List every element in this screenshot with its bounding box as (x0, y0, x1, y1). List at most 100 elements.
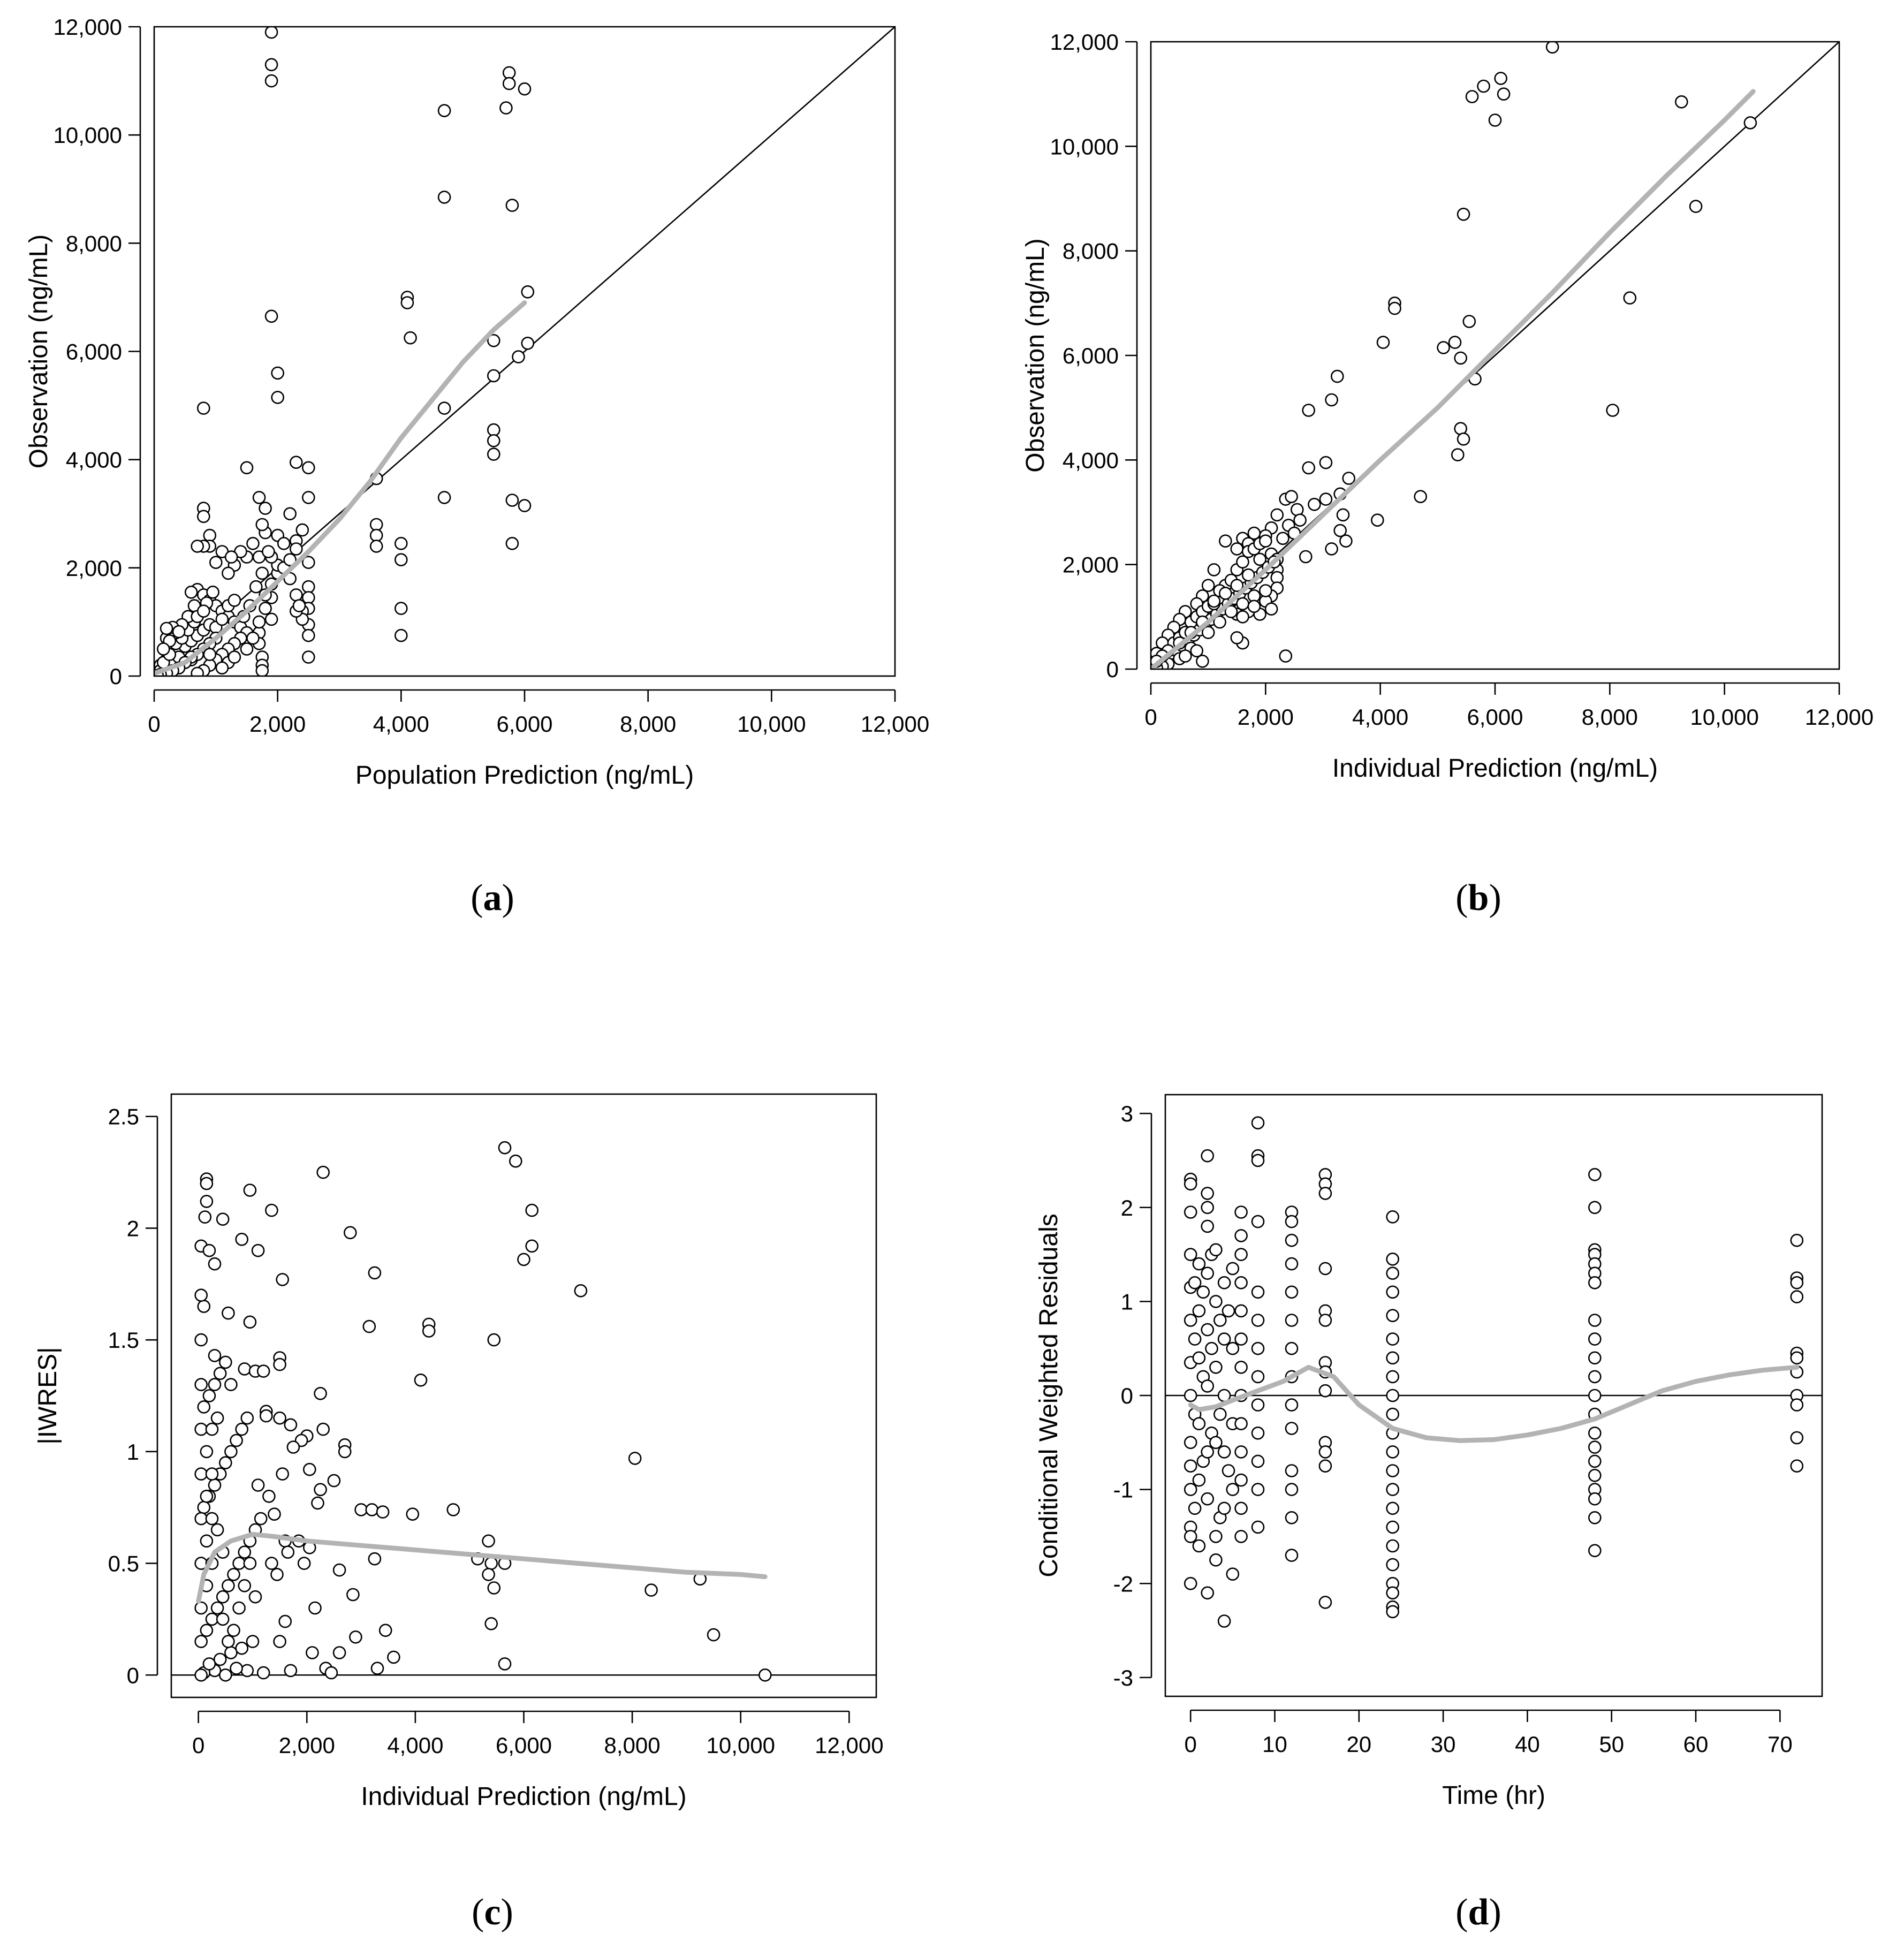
data-point (498, 1657, 512, 1671)
data-point (1285, 1215, 1299, 1228)
data-point (1230, 542, 1244, 556)
data-point (1588, 1276, 1602, 1290)
data-point (1184, 1389, 1197, 1402)
data-point (1454, 351, 1467, 365)
y-tick-label: 0 (110, 664, 122, 689)
data-point (517, 1253, 530, 1266)
data-point (1230, 631, 1244, 644)
data-point (368, 1552, 382, 1566)
data-point (484, 1557, 498, 1570)
data-point (1201, 1219, 1214, 1233)
data-point (1196, 1285, 1210, 1299)
y-tick-label: 1 (127, 1439, 139, 1465)
data-point (156, 642, 170, 656)
data-point (1207, 594, 1221, 608)
data-point (521, 285, 535, 299)
data-point (1386, 1210, 1399, 1224)
data-point (487, 423, 500, 437)
data-point (1285, 1483, 1299, 1496)
data-point (1588, 1454, 1602, 1468)
y-tick-label: 4,000 (66, 447, 122, 473)
panel-label: (a) (471, 877, 514, 919)
data-point (251, 1478, 265, 1492)
data-point (252, 491, 266, 504)
data-point (1588, 1427, 1602, 1440)
data-point (191, 540, 204, 553)
x-tick-label: 60 (1683, 1732, 1709, 1757)
data-point (394, 628, 408, 642)
data-point (1588, 1351, 1602, 1365)
data-point (1279, 649, 1293, 663)
data-point (1675, 95, 1688, 109)
data-point (1226, 1567, 1240, 1581)
data-point (213, 1652, 227, 1666)
data-point (196, 401, 210, 415)
y-axis-label: |IWRES| (34, 1347, 62, 1444)
data-point (1342, 472, 1355, 485)
data-point (487, 434, 500, 447)
data-point (370, 1662, 384, 1675)
data-point (487, 447, 500, 461)
plot-frame (1150, 41, 1840, 670)
data-point (1451, 448, 1465, 461)
data-point (505, 536, 519, 550)
data-point (196, 510, 210, 524)
data-point (1285, 1398, 1299, 1412)
plot-area (171, 1141, 876, 1682)
data-point (414, 1374, 428, 1387)
data-point (218, 1355, 232, 1369)
data-point (222, 566, 235, 580)
data-point (1623, 291, 1637, 305)
data-point (482, 1534, 495, 1548)
data-point (316, 1165, 330, 1179)
data-point (369, 518, 383, 532)
data-point (1588, 1469, 1602, 1482)
data-point (509, 1154, 522, 1168)
data-point (194, 1333, 208, 1347)
data-point (1209, 1243, 1223, 1257)
data-point (194, 1635, 208, 1648)
data-point (289, 542, 303, 556)
data-point (1251, 1215, 1265, 1228)
data-point (1226, 1262, 1240, 1276)
data-point (210, 1601, 224, 1615)
y-tick-label: 10,000 (1050, 134, 1119, 159)
data-point (235, 1422, 249, 1436)
data-point (1448, 336, 1462, 349)
data-point (268, 1507, 281, 1521)
data-point (224, 1378, 238, 1391)
data-point (1247, 600, 1261, 613)
data-point (238, 1579, 252, 1592)
data-point (271, 391, 285, 404)
plot-area (154, 27, 895, 676)
data-point (264, 74, 278, 88)
data-point (406, 1507, 420, 1521)
data-point (1192, 1351, 1206, 1365)
data-point (1790, 1351, 1804, 1365)
data-point (437, 401, 451, 415)
data-point (1236, 555, 1249, 569)
y-tick-label: 6,000 (66, 339, 122, 365)
data-point (1331, 369, 1344, 383)
data-point (502, 66, 516, 80)
data-point (369, 528, 383, 542)
data-point (1234, 1501, 1248, 1515)
panel-d-chart: 0 10 20 30 40 50 60 70 -3 -2 -1 0 1 2 3 Time (hr) Condit… (1035, 1094, 1823, 1933)
data-point (1457, 432, 1470, 446)
loess-smooth-line (1151, 89, 1756, 669)
data-point (1184, 1483, 1197, 1496)
data-point (208, 1257, 222, 1271)
data-point (1386, 1370, 1399, 1384)
data-point (215, 661, 229, 675)
data-point (1234, 1332, 1248, 1346)
data-point (376, 1505, 390, 1519)
x-tick-label: 12,000 (861, 711, 929, 737)
data-point (1386, 1407, 1399, 1421)
data-point (1285, 490, 1298, 504)
data-point (1209, 1553, 1223, 1567)
data-point (487, 1333, 501, 1347)
x-tick-label: 8,000 (604, 1733, 661, 1758)
data-point (1190, 644, 1203, 658)
data-point (1234, 1248, 1248, 1261)
data-point (1201, 1323, 1214, 1337)
